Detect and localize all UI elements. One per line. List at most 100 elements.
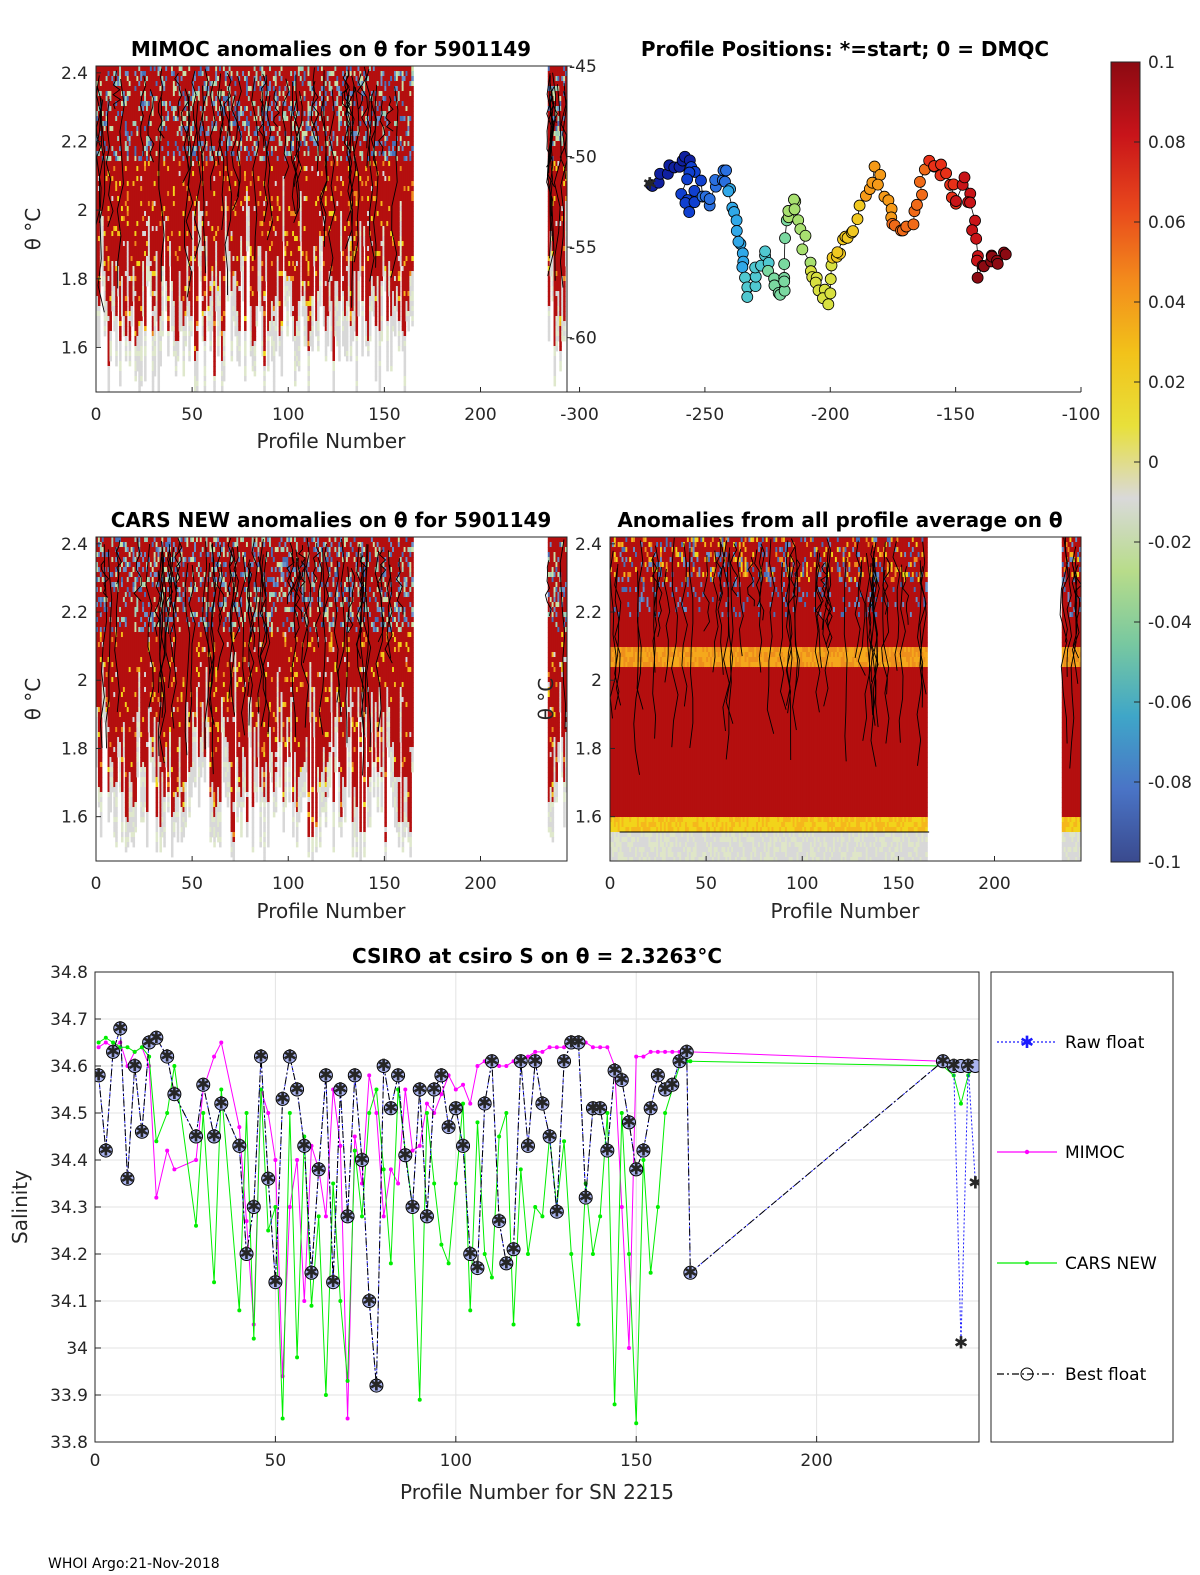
heatmap-cell (174, 226, 178, 232)
heatmap-cell (109, 296, 112, 302)
heatmap-cell (184, 341, 187, 347)
heatmap-cell (142, 176, 145, 182)
heatmap-cell (199, 141, 203, 147)
heatmap-cell (147, 131, 151, 137)
heatmap-cell (209, 216, 212, 222)
heatmap-cell (122, 281, 126, 287)
heatmap-cell (194, 116, 197, 122)
heatmap-cell (249, 146, 253, 152)
heatmap-cell (244, 81, 247, 87)
heatmap-cell (188, 271, 191, 277)
heatmap-cell (136, 191, 139, 197)
heatmap-cell (244, 241, 247, 247)
heatmap-cell (249, 251, 253, 257)
heatmap-cell (176, 201, 180, 207)
heatmap-cell (236, 91, 239, 97)
heatmap-cell (236, 236, 239, 242)
heatmap-cell (178, 301, 182, 307)
heatmap-cell (244, 366, 247, 372)
heatmap-cell (213, 201, 216, 207)
heatmap-cell (255, 66, 259, 72)
heatmap-cell (209, 261, 212, 267)
heatmap-cell (182, 66, 186, 72)
heatmap-cell (103, 101, 107, 107)
heatmap-cell (251, 261, 255, 267)
heatmap-cell (245, 211, 249, 217)
heatmap-cell (203, 181, 207, 187)
heatmap-cell (194, 81, 197, 87)
heatmap-cell (267, 306, 270, 312)
heatmap-cell (161, 141, 164, 147)
heatmap-cell (151, 151, 155, 157)
heatmap-cell (132, 101, 136, 107)
heatmap-cell (270, 136, 274, 142)
heatmap-cell (222, 81, 226, 87)
heatmap-cell (101, 116, 105, 122)
heatmap-cell (107, 271, 111, 277)
heatmap-cell (220, 161, 224, 167)
heatmap-cell (126, 241, 130, 247)
heatmap-cell (159, 301, 162, 307)
heatmap-cell (217, 221, 220, 227)
heatmap-cell (101, 121, 105, 127)
heatmap-cell (234, 246, 237, 252)
heatmap-cell (149, 176, 153, 182)
heatmap-cell (211, 131, 214, 137)
heatmap-cell (130, 136, 134, 142)
heatmap-cell (213, 251, 216, 257)
heatmap-cell (126, 161, 130, 167)
heatmap-cell (203, 111, 207, 117)
heatmap-cell (203, 386, 207, 392)
heatmap-cell (120, 261, 124, 267)
heatmap-cell (195, 376, 199, 382)
heatmap-cell (192, 206, 195, 212)
heatmap-cell (180, 296, 184, 302)
heatmap-cell (182, 346, 186, 352)
heatmap-cell (236, 146, 239, 152)
heatmap-cell (238, 326, 241, 332)
heatmap-cell (203, 186, 207, 192)
heatmap-cell (149, 151, 153, 157)
heatmap-cell (134, 126, 137, 132)
heatmap-cell (132, 206, 136, 212)
heatmap-cell (251, 231, 255, 237)
heatmap-cell (96, 206, 99, 212)
heatmap-cell (240, 231, 243, 237)
heatmap-cell (153, 191, 157, 197)
heatmap-cell (226, 281, 230, 287)
heatmap-cell (211, 121, 214, 127)
heatmap-cell (96, 311, 99, 317)
heatmap-cell (155, 216, 159, 222)
heatmap-cell (134, 221, 137, 227)
heatmap-cell (269, 76, 272, 82)
heatmap-cell (245, 216, 249, 222)
heatmap-cell (226, 266, 230, 272)
heatmap-cell (184, 316, 187, 322)
heatmap-cell (120, 241, 124, 247)
heatmap-cell (257, 256, 261, 262)
heatmap-cell (230, 221, 234, 227)
heatmap-cell (242, 271, 245, 277)
heatmap-cell (228, 191, 232, 197)
heatmap-cell (186, 176, 189, 182)
heatmap-cell (107, 311, 111, 317)
heatmap-cell (163, 106, 166, 112)
heatmap-cell (144, 356, 147, 362)
heatmap-cell (192, 71, 195, 77)
heatmap-cell (257, 196, 261, 202)
heatmap-cell (222, 246, 226, 252)
heatmap-cell (157, 311, 161, 317)
heatmap-cell (228, 201, 232, 207)
heatmap-cell (97, 301, 101, 307)
heatmap-cell (220, 356, 224, 362)
heatmap-cell (180, 221, 184, 227)
heatmap-cell (128, 151, 132, 157)
heatmap-cell (105, 81, 109, 87)
heatmap-cell (220, 236, 224, 242)
heatmap-cell (192, 161, 195, 167)
heatmap-cell (219, 296, 222, 302)
heatmap-cell (222, 251, 226, 257)
heatmap-cell (249, 291, 253, 297)
heatmap-cell (140, 81, 143, 87)
heatmap-cell (245, 91, 249, 97)
